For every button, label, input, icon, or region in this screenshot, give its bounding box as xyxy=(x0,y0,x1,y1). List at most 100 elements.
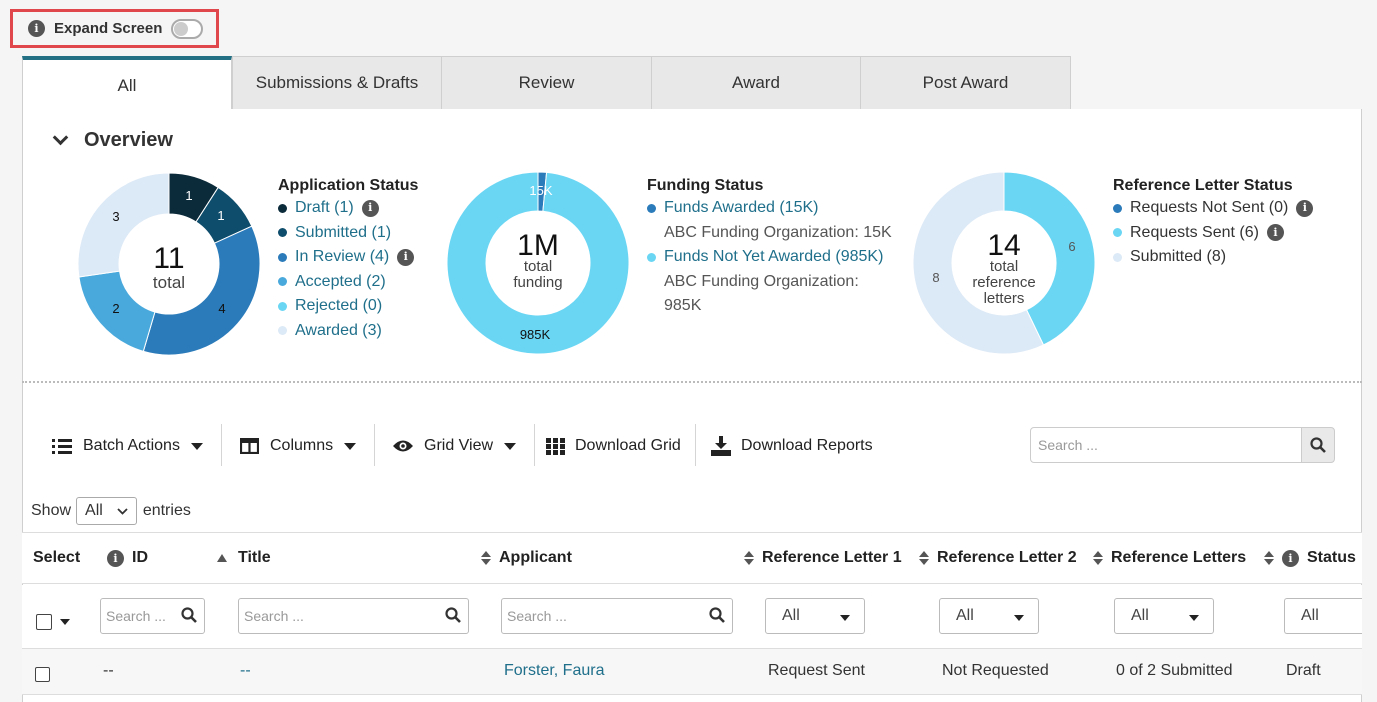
legend-item-accepted[interactable]: Accepted (2) xyxy=(278,270,418,295)
entries-select[interactable]: All xyxy=(76,497,137,525)
column-reference-letters[interactable]: Reference Letters xyxy=(1093,549,1246,567)
select-all-checkbox[interactable] xyxy=(36,614,52,630)
entries-label: entries xyxy=(142,502,191,519)
reference-letter-title: Reference Letter Status xyxy=(1113,177,1293,194)
row-applicant-link[interactable]: Forster, Faura xyxy=(504,662,605,679)
search-icon xyxy=(1310,437,1326,453)
row-reference-letters: 0 of 2 Submitted xyxy=(1116,662,1233,679)
reference-letter-1-filter[interactable]: All xyxy=(765,598,865,634)
row-title-link[interactable]: -- xyxy=(240,662,251,679)
reference-letter-slice-1[interactable] xyxy=(1003,172,1095,346)
row-reference-letter-2: Not Requested xyxy=(942,662,1049,679)
info-icon[interactable]: i xyxy=(1282,549,1299,567)
search-icon xyxy=(445,607,461,623)
id-filter-input[interactable]: Search ... xyxy=(100,598,205,634)
grid-search-button[interactable] xyxy=(1301,427,1335,463)
tab-review[interactable]: Review xyxy=(441,56,652,110)
expand-screen-toggle[interactable] xyxy=(171,18,204,39)
applicant-filter-input[interactable]: Search ... xyxy=(501,598,733,634)
slice-label-submitted: 1 xyxy=(217,208,224,223)
funding-status-slice-1[interactable] xyxy=(447,172,629,354)
application-status-slice-5[interactable] xyxy=(78,173,170,278)
application-status-title: Application Status xyxy=(278,177,419,194)
info-icon[interactable]: i xyxy=(107,549,124,567)
title-filter-input[interactable]: Search ... xyxy=(238,598,469,634)
reference-total-label-3: letters xyxy=(984,290,1025,307)
application-status-chart: 1 1 4 2 3 11 total xyxy=(78,173,260,355)
grid-icon xyxy=(546,437,565,455)
application-total-label: total xyxy=(153,273,185,292)
slice-label-awarded: 3 xyxy=(112,209,119,224)
list-icon xyxy=(52,439,72,454)
legend-item-requests-not-sent[interactable]: Requests Not Sent (0) i xyxy=(1113,196,1314,221)
batch-actions-button[interactable]: Batch Actions xyxy=(52,424,222,466)
caret-down-icon[interactable] xyxy=(60,619,70,625)
legend-item-in-review[interactable]: In Review (4) i xyxy=(278,245,418,270)
tab-post-award[interactable]: Post Award xyxy=(860,56,1071,110)
sort-ascending-icon xyxy=(217,554,227,562)
columns-icon xyxy=(240,438,259,454)
search-icon xyxy=(709,607,725,623)
tab-submissions-drafts[interactable]: Submissions & Drafts xyxy=(232,56,442,110)
legend-item-funds-awarded[interactable]: Funds Awarded (15K) xyxy=(647,196,892,221)
application-status-legend: Application Status Draft (1) i Submitted … xyxy=(278,177,418,343)
table-header xyxy=(22,532,1362,584)
application-total: 11 xyxy=(153,242,184,275)
expand-screen-control: i Expand Screen xyxy=(10,9,219,48)
download-icon xyxy=(711,436,731,456)
info-icon[interactable]: i xyxy=(361,199,379,217)
sort-icon xyxy=(1264,551,1274,565)
reference-letter-slice-2[interactable] xyxy=(913,172,1045,354)
reference-letter-2-filter[interactable]: All xyxy=(939,598,1039,634)
legend-item-funds-not-awarded[interactable]: Funds Not Yet Awarded (985K) xyxy=(647,245,892,270)
legend-item-draft[interactable]: Draft (1) i xyxy=(278,196,418,221)
column-reference-letter-2[interactable]: Reference Letter 2 xyxy=(919,549,1077,567)
funds-not-awarded-detail: ABC Funding Organization: xyxy=(664,272,859,290)
info-icon[interactable]: i xyxy=(28,20,45,37)
info-icon[interactable]: i xyxy=(1266,224,1284,242)
slice-label-draft: 1 xyxy=(185,188,192,203)
download-grid-button[interactable]: Download Grid xyxy=(546,424,696,466)
show-label: Show xyxy=(31,502,72,519)
application-status-slice-2[interactable] xyxy=(142,225,260,355)
legend-item-submitted[interactable]: Submitted (8) xyxy=(1113,245,1313,270)
info-icon[interactable]: i xyxy=(397,248,415,266)
grid-search-input[interactable]: Search ... xyxy=(1030,427,1302,463)
select-all-control[interactable] xyxy=(36,614,70,630)
chevron-down-icon xyxy=(117,507,128,515)
columns-button[interactable]: Columns xyxy=(240,424,375,466)
tab-award[interactable]: Award xyxy=(651,56,861,110)
sort-icon xyxy=(481,551,491,565)
overview-toggle[interactable]: Overview xyxy=(52,129,173,152)
funds-awarded-detail: ABC Funding Organization: 15K xyxy=(664,223,892,241)
section-divider xyxy=(22,381,1362,383)
row-id: -- xyxy=(103,662,114,679)
reference-letters-filter[interactable]: All xyxy=(1114,598,1214,634)
column-title[interactable]: Title xyxy=(217,549,271,567)
download-reports-button[interactable]: Download Reports xyxy=(711,428,886,464)
search-icon xyxy=(181,607,197,623)
caret-down-icon xyxy=(1189,615,1199,621)
row-status: Draft xyxy=(1286,662,1321,679)
row-checkbox[interactable] xyxy=(35,667,50,682)
slice-label-submitted: 8 xyxy=(932,270,939,285)
slice-label-accepted: 2 xyxy=(112,301,119,316)
legend-item-submitted[interactable]: Submitted (1) xyxy=(278,221,418,246)
caret-down-icon xyxy=(504,442,517,450)
status-filter[interactable]: All xyxy=(1284,598,1362,634)
column-applicant[interactable]: Applicant xyxy=(481,549,572,567)
grid-view-button[interactable]: Grid View xyxy=(392,424,535,466)
funding-total-label-2: funding xyxy=(513,274,562,291)
legend-item-awarded[interactable]: Awarded (3) xyxy=(278,319,418,344)
expand-screen-label: Expand Screen xyxy=(54,20,163,37)
legend-item-requests-sent[interactable]: Requests Sent (6) i xyxy=(1113,221,1313,246)
column-reference-letter-1[interactable]: Reference Letter 1 xyxy=(744,549,902,567)
column-id[interactable]: i ID xyxy=(107,549,148,567)
slice-label-funds-awarded: 15K xyxy=(529,183,552,198)
legend-item-rejected[interactable]: Rejected (0) xyxy=(278,294,418,319)
caret-down-icon xyxy=(1014,615,1024,621)
caret-down-icon xyxy=(344,442,357,450)
column-status[interactable]: i Status xyxy=(1264,549,1356,567)
tab-all[interactable]: All xyxy=(22,56,232,111)
info-icon[interactable]: i xyxy=(1296,199,1314,217)
